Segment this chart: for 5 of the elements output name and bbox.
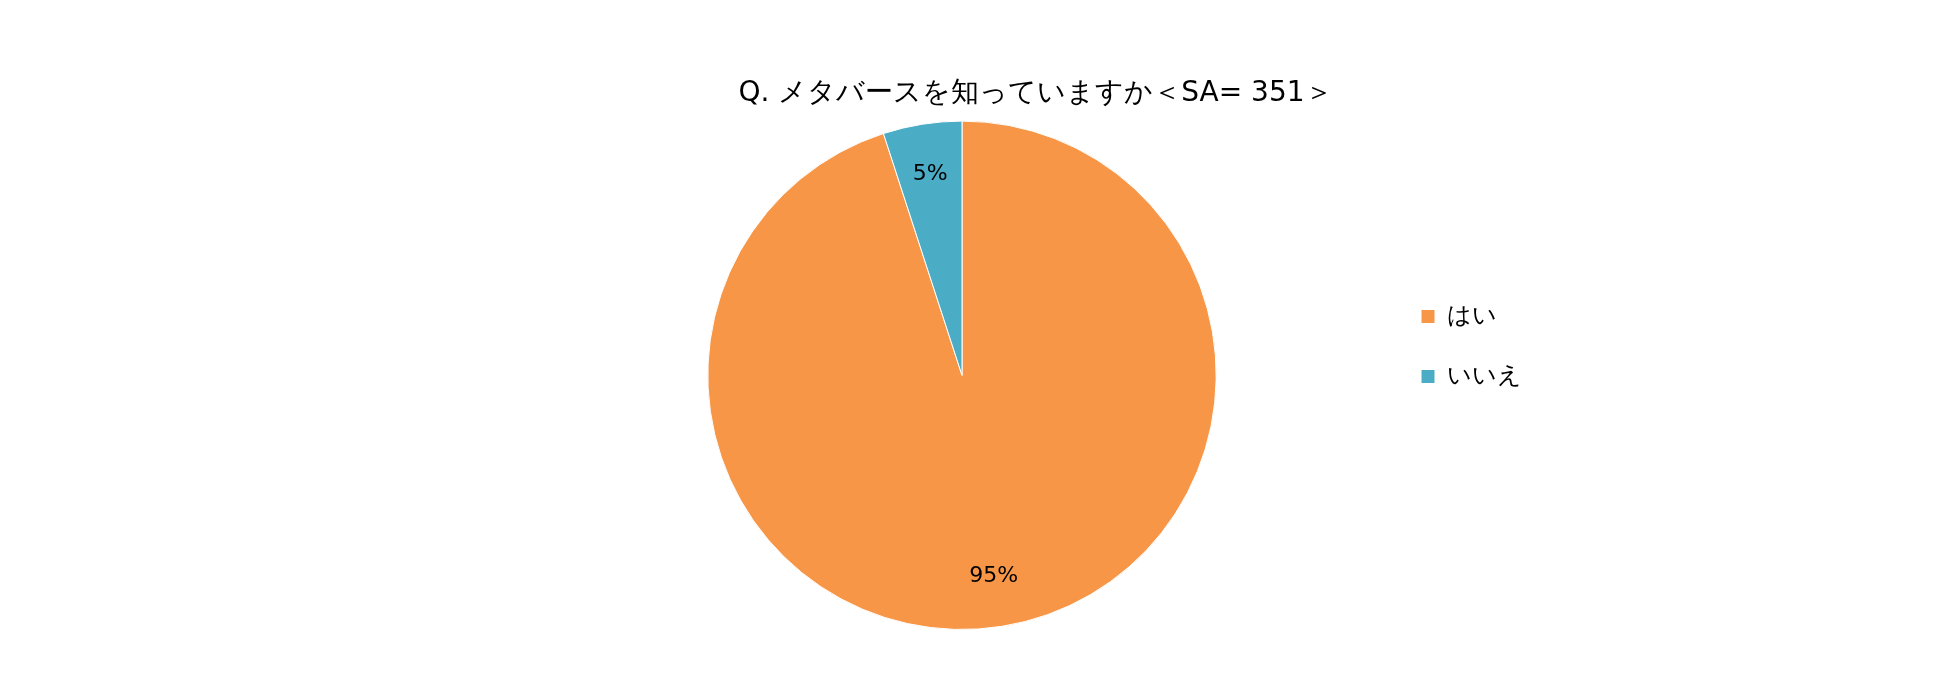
legend-label: いいえ bbox=[1447, 360, 1522, 389]
data-label: 95% bbox=[969, 561, 1019, 587]
data-label: 5% bbox=[912, 160, 948, 186]
legend-label: はい bbox=[1447, 300, 1497, 329]
chart-title: Q. メタバースを知っていますか＜SA= 351＞ bbox=[738, 75, 1333, 109]
